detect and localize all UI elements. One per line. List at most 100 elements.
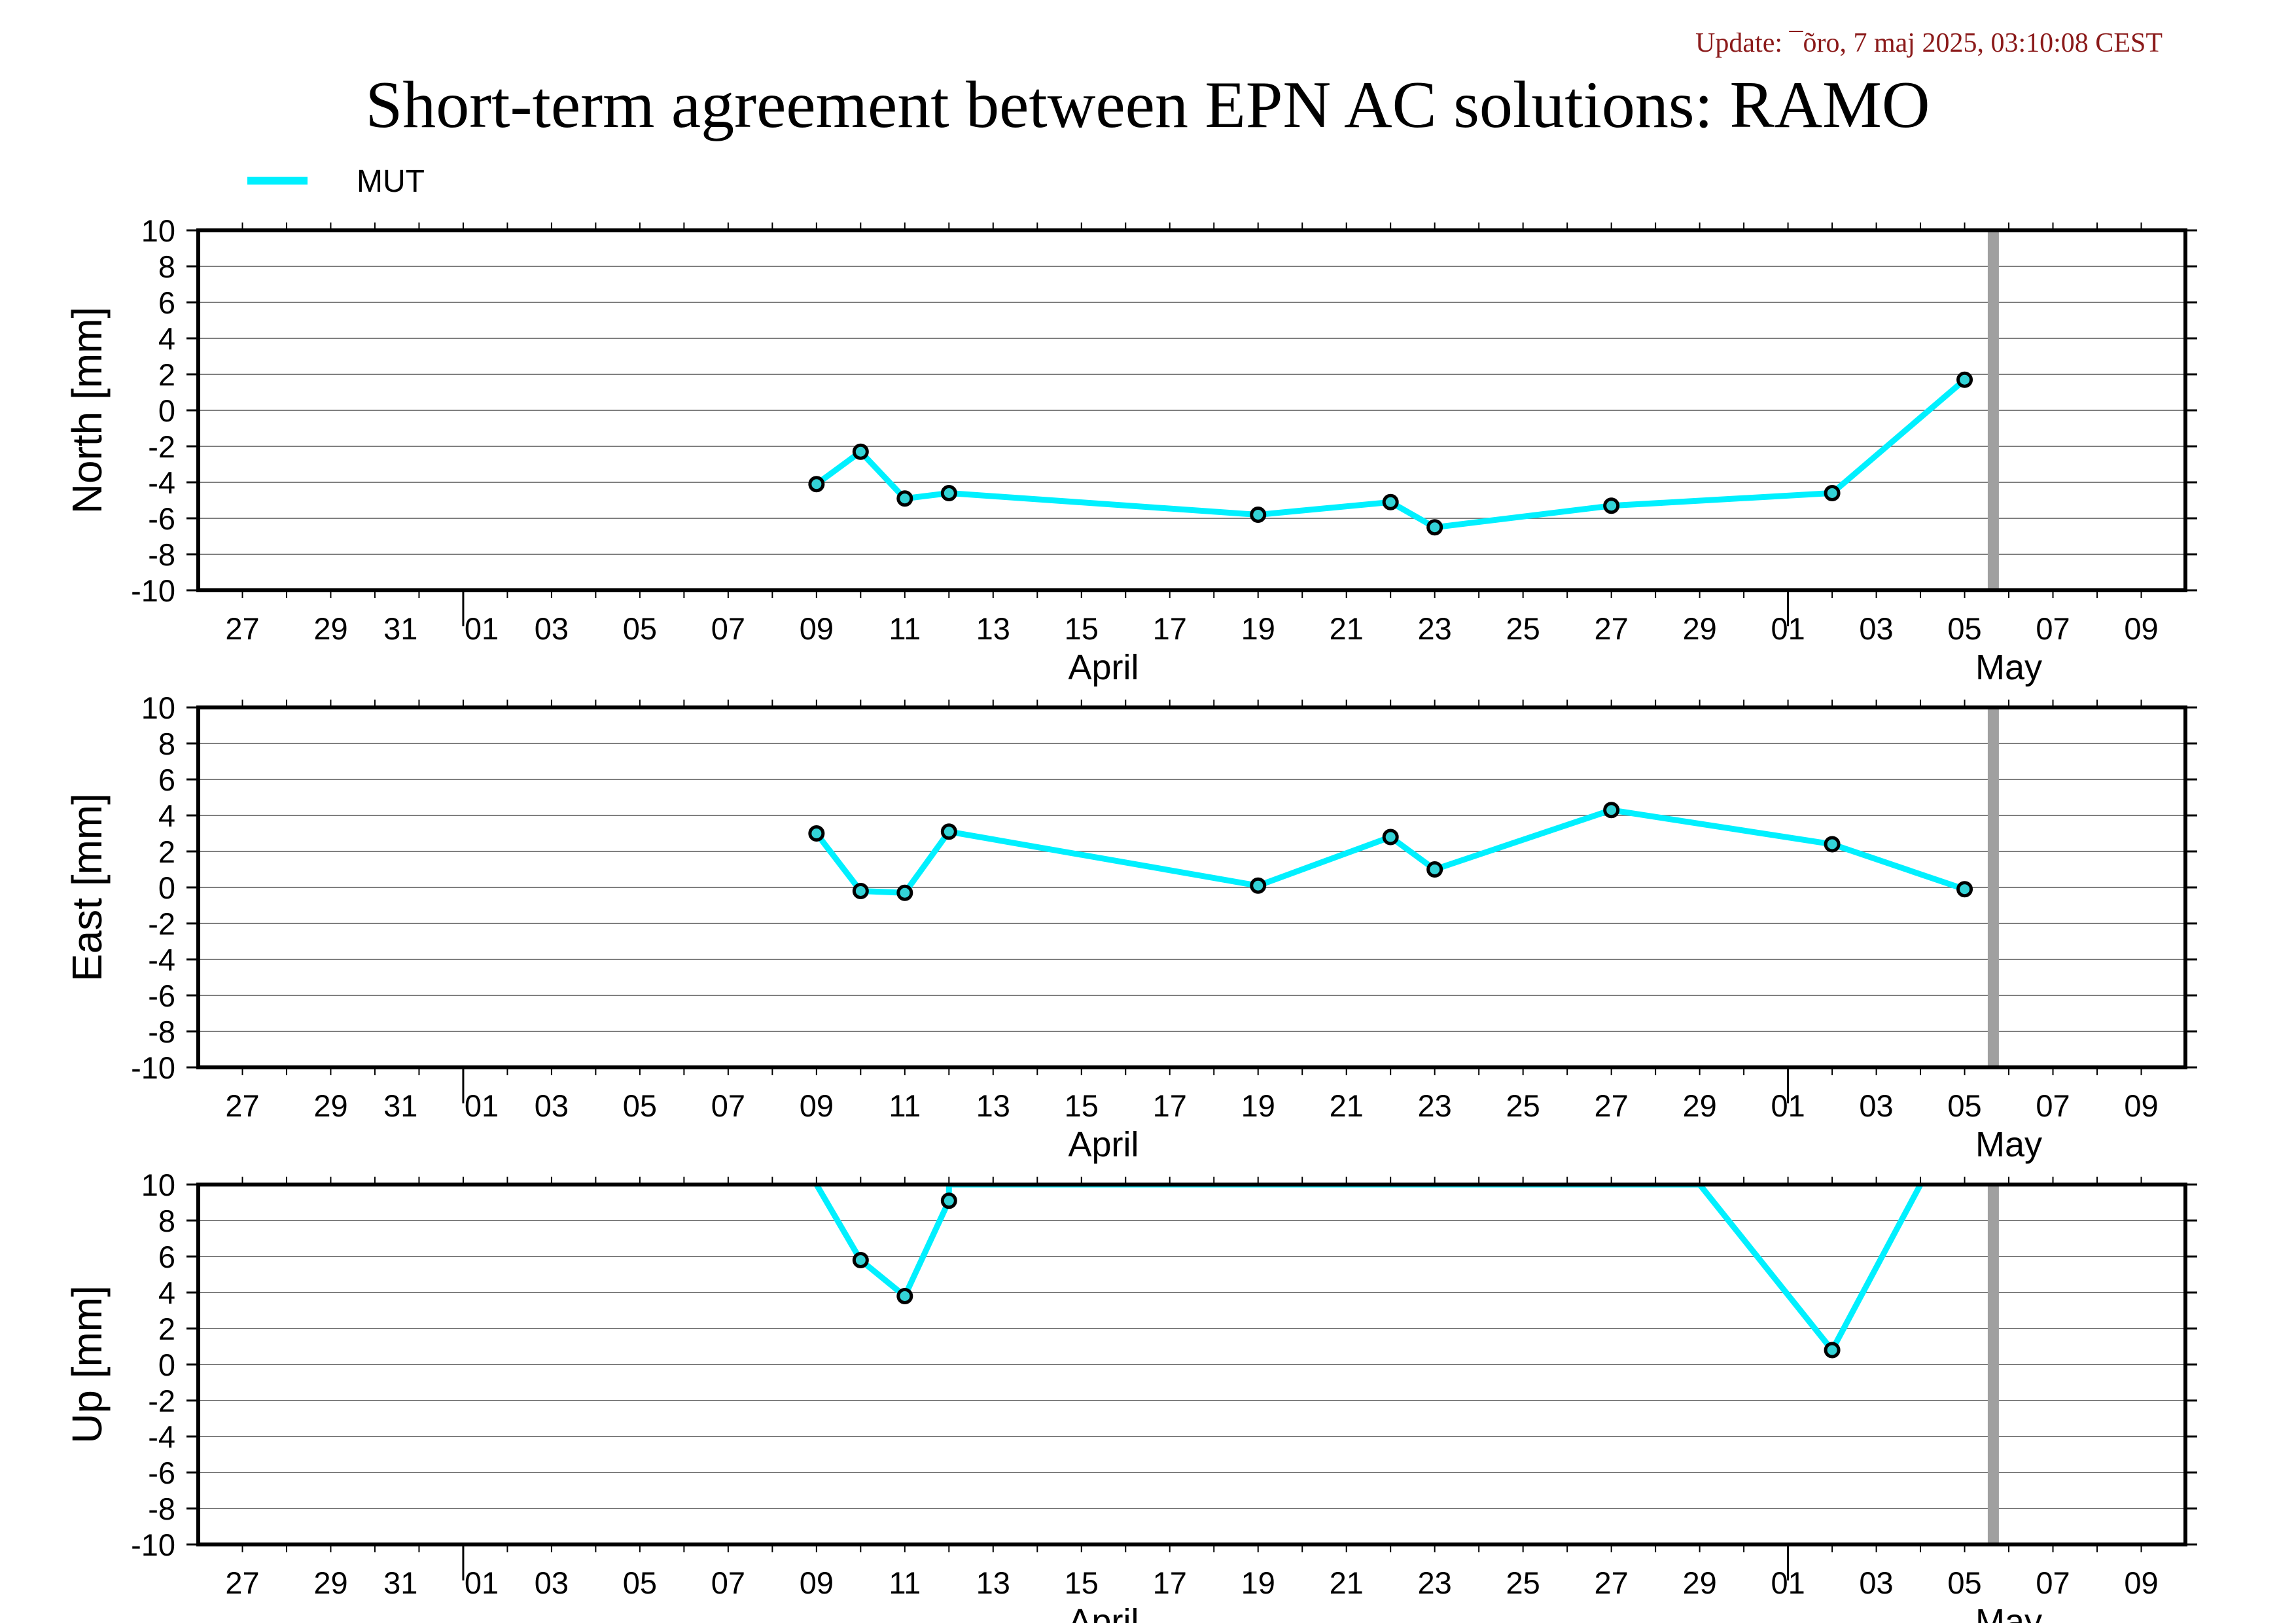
data-point	[896, 1288, 913, 1304]
y-tick-label: -2	[148, 429, 175, 464]
y-tick-label: -8	[148, 1014, 175, 1049]
y-tick-label: 2	[158, 834, 175, 869]
x-tick-label: 31	[383, 1565, 417, 1600]
x-tick-label: 01	[465, 611, 499, 646]
x-tick-label: 31	[383, 1088, 417, 1123]
data-point	[1603, 497, 1620, 514]
y-tick-label: -6	[148, 1455, 175, 1490]
series-line-mut	[813, 1185, 1924, 1353]
x-tick-label: 27	[1595, 1088, 1629, 1123]
series-line-mut	[814, 807, 1966, 896]
x-tick-label: 21	[1330, 1565, 1364, 1600]
y-tick-label: -8	[148, 537, 175, 572]
x-tick-label: 03	[1859, 1565, 1893, 1600]
data-point	[1250, 507, 1267, 523]
data-point	[940, 823, 957, 840]
x-month-label: April	[1069, 1602, 1139, 1623]
y-tick-label: 4	[158, 1275, 175, 1310]
x-tick-label: 05	[1947, 1088, 1981, 1123]
x-tick-label: 27	[1595, 611, 1629, 646]
x-tick-label: 29	[1682, 1565, 1716, 1600]
data-point	[1250, 877, 1267, 894]
x-tick-label: 05	[1947, 1565, 1981, 1600]
x-tick-label: 19	[1241, 1088, 1275, 1123]
x-tick-label: 17	[1153, 1565, 1187, 1600]
x-month-label: April	[1069, 648, 1139, 687]
x-tick-label: 07	[2036, 1088, 2070, 1123]
x-tick-label: 27	[225, 1088, 259, 1123]
x-tick-label: 27	[225, 611, 259, 646]
data-point	[808, 825, 825, 842]
x-tick-label: 07	[2036, 611, 2070, 646]
y-tick-label: -10	[131, 573, 175, 608]
chart-title: Short-term agreement between EPN AC solu…	[365, 68, 1930, 142]
x-tick-label: 15	[1065, 1088, 1099, 1123]
data-point	[808, 476, 825, 493]
x-tick-label: 25	[1506, 1565, 1540, 1600]
y-tick-label: 2	[158, 357, 175, 392]
x-tick-label: 21	[1330, 611, 1364, 646]
x-tick-label: 09	[800, 611, 834, 646]
x-tick-label: 07	[711, 1565, 745, 1600]
x-tick-label: 21	[1330, 1088, 1364, 1123]
update-timestamp: Update: ¯õro, 7 maj 2025, 03:10:08 CEST	[1695, 28, 2163, 58]
x-tick-label: 01	[1771, 611, 1805, 646]
x-tick-label: 29	[313, 1088, 347, 1123]
y-tick-label: 6	[158, 1240, 175, 1274]
y-tick-label: 4	[158, 798, 175, 833]
x-month-label: May	[1975, 648, 2042, 687]
x-tick-label: 27	[225, 1565, 259, 1600]
x-tick-label: 29	[313, 611, 347, 646]
x-month-label: May	[1975, 1125, 2042, 1164]
x-tick-label: 13	[976, 611, 1010, 646]
y-tick-label: -4	[148, 942, 175, 977]
x-tick-label: 03	[535, 611, 569, 646]
x-tick-label: 01	[465, 1565, 499, 1600]
y-tick-label: -2	[148, 906, 175, 941]
y-tick-label: 0	[158, 1347, 175, 1382]
x-tick-label: 27	[1595, 1565, 1629, 1600]
x-tick-label: 29	[1682, 1088, 1716, 1123]
y-tick-label: -6	[148, 501, 175, 536]
y-tick-label: 8	[158, 249, 175, 284]
y-tick-label: 8	[158, 726, 175, 761]
legend-label-mut: MUT	[357, 164, 425, 199]
x-tick-label: 05	[623, 1088, 657, 1123]
y-tick-label: 10	[141, 690, 175, 725]
x-tick-label: 05	[623, 611, 657, 646]
series-0	[808, 371, 1973, 536]
x-tick-label: 13	[976, 1565, 1010, 1600]
plot-frame	[196, 228, 2187, 592]
x-tick-label: 31	[383, 611, 417, 646]
data-point	[1382, 493, 1399, 510]
x-tick-label: 03	[535, 1565, 569, 1600]
y-axis-label: East [mm]	[63, 793, 111, 982]
x-tick-label: 07	[711, 1088, 745, 1123]
x-tick-label: 01	[1771, 1565, 1805, 1600]
x-tick-label: 07	[711, 611, 745, 646]
x-tick-label: 09	[2124, 611, 2158, 646]
x-tick-label: 17	[1153, 611, 1187, 646]
x-tick-label: 11	[889, 611, 921, 646]
plot-frame	[196, 1183, 2187, 1546]
x-tick-label: 19	[1241, 1565, 1275, 1600]
x-tick-label: 25	[1506, 1088, 1540, 1123]
data-point	[852, 443, 869, 460]
x-tick-label: 17	[1153, 1088, 1187, 1123]
y-axis-label: Up [mm]	[63, 1285, 111, 1444]
data-point	[852, 883, 869, 899]
x-tick-label: 09	[800, 1088, 834, 1123]
data-point	[1956, 371, 1973, 388]
data-point	[940, 1192, 957, 1209]
x-tick-label: 05	[623, 1565, 657, 1600]
x-tick-label: 29	[1682, 611, 1716, 646]
x-tick-label: 19	[1241, 611, 1275, 646]
x-month-label: May	[1975, 1602, 2042, 1623]
data-point	[1382, 829, 1399, 846]
data-point	[1824, 485, 1841, 501]
